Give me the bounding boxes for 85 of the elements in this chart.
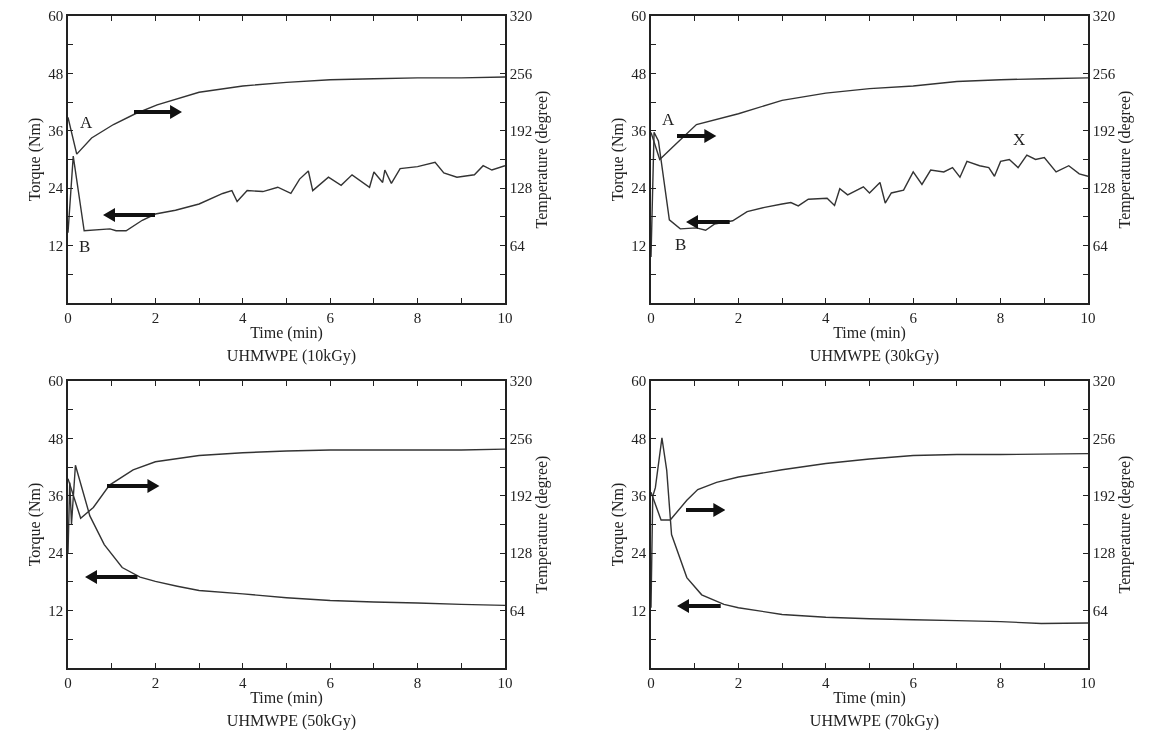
y2-tick-label: 128 — [509, 545, 533, 562]
x-tick-label: 0 — [647, 674, 655, 691]
x-tick-label: 2 — [734, 309, 743, 326]
x-axis-title: Time (min) — [833, 323, 906, 342]
y-tick-label: 36 — [48, 123, 64, 140]
y-tick-label: 60 — [48, 373, 64, 390]
annotation: X — [1013, 130, 1026, 149]
y-axis-title: Torque (Nm) — [25, 117, 44, 202]
y-axis-title: Torque (Nm) — [25, 482, 44, 567]
y2-tick-label: 320 — [509, 8, 533, 25]
x-tick-label: 10 — [1080, 674, 1096, 691]
annotation: B — [675, 235, 687, 254]
x-tick-label: 4 — [822, 674, 831, 691]
x-tick-label: 6 — [909, 309, 918, 326]
y-axis-title: Torque (Nm) — [608, 482, 627, 567]
y2-axis-title: Temperature (degree) — [1115, 90, 1134, 229]
y-tick-label: 36 — [48, 488, 64, 505]
x-axis-title: Time (min) — [250, 688, 323, 707]
y-tick-label: 24 — [631, 180, 647, 197]
x-tick-label: 10 — [497, 674, 513, 691]
x-tick-label: 6 — [909, 674, 918, 691]
y-tick-label: 60 — [48, 8, 64, 25]
y2-tick-label: 256 — [1092, 430, 1116, 447]
y-tick-label: 24 — [48, 180, 64, 197]
y2-tick-label: 64 — [1092, 602, 1109, 619]
x-axis-title: Time (min) — [833, 688, 906, 707]
text: UHMWPE (10kGy) — [226, 347, 357, 366]
x-tick-label: 2 — [734, 674, 743, 691]
y2-axis-title: Temperature (degree) — [532, 455, 551, 594]
y2-tick-label: 256 — [1092, 65, 1116, 82]
y2-tick-label: 320 — [509, 373, 533, 390]
y2-tick-label: 128 — [1092, 180, 1116, 197]
y-tick-label: 48 — [631, 430, 647, 447]
y2-tick-label: 128 — [509, 180, 533, 197]
x-tick-label: 6 — [326, 309, 335, 326]
y2-tick-label: 64 — [509, 602, 526, 619]
y-tick-label: 24 — [631, 545, 647, 562]
x-tick-label: 4 — [239, 674, 248, 691]
y-tick-label: 60 — [631, 8, 647, 25]
y2-tick-label: 256 — [509, 65, 533, 82]
y-tick-label: 48 — [48, 430, 64, 447]
x-tick-label: 0 — [647, 309, 655, 326]
y2-tick-label: 192 — [1092, 488, 1116, 505]
annotation: B — [79, 237, 91, 256]
y2-tick-label: 64 — [509, 237, 526, 254]
y-tick-label: 36 — [631, 123, 647, 140]
y2-tick-label: 128 — [1092, 545, 1116, 562]
x-tick-label: 4 — [822, 309, 831, 326]
y2-axis-title: Temperature (degree) — [1115, 455, 1134, 594]
y-tick-label: 12 — [48, 237, 64, 254]
annotation: A — [80, 113, 93, 132]
y-tick-label: 36 — [631, 488, 647, 505]
x-tick-label: 10 — [497, 309, 513, 326]
y2-tick-label: 192 — [509, 123, 533, 140]
y-tick-label: 12 — [48, 602, 64, 619]
x-tick-label: 2 — [151, 674, 160, 691]
x-tick-label: 2 — [151, 309, 160, 326]
text: UHMWPE (50kGy) — [226, 712, 357, 730]
x-tick-label: 8 — [996, 674, 1005, 691]
y2-tick-label: 256 — [509, 430, 533, 447]
y2-tick-label: 64 — [1092, 237, 1109, 254]
x-tick-label: 0 — [64, 674, 72, 691]
y2-tick-label: 192 — [1092, 123, 1116, 140]
x-axis-title: Time (min) — [250, 323, 323, 342]
y2-tick-label: 320 — [1092, 8, 1116, 25]
y-tick-label: 12 — [631, 602, 647, 619]
y2-axis-title: Temperature (degree) — [532, 90, 551, 229]
x-tick-label: 8 — [413, 309, 422, 326]
x-tick-label: 0 — [64, 309, 72, 326]
x-tick-label: 8 — [996, 309, 1005, 326]
y-tick-label: 24 — [48, 545, 64, 562]
y-axis-title: Torque (Nm) — [608, 117, 627, 202]
x-tick-label: 6 — [326, 674, 335, 691]
x-tick-label: 8 — [413, 674, 422, 691]
y-tick-label: 60 — [631, 373, 647, 390]
y-tick-label: 48 — [48, 65, 64, 82]
y-tick-label: 48 — [631, 65, 647, 82]
y2-tick-label: 320 — [1092, 373, 1116, 390]
y2-tick-label: 192 — [509, 488, 533, 505]
text: UHMWPE (30kGy) — [809, 347, 940, 366]
x-tick-label: 4 — [239, 309, 248, 326]
y-tick-label: 12 — [631, 237, 647, 254]
text: UHMWPE (70kGy) — [809, 712, 940, 730]
x-tick-label: 10 — [1080, 309, 1096, 326]
annotation: A — [662, 110, 675, 129]
